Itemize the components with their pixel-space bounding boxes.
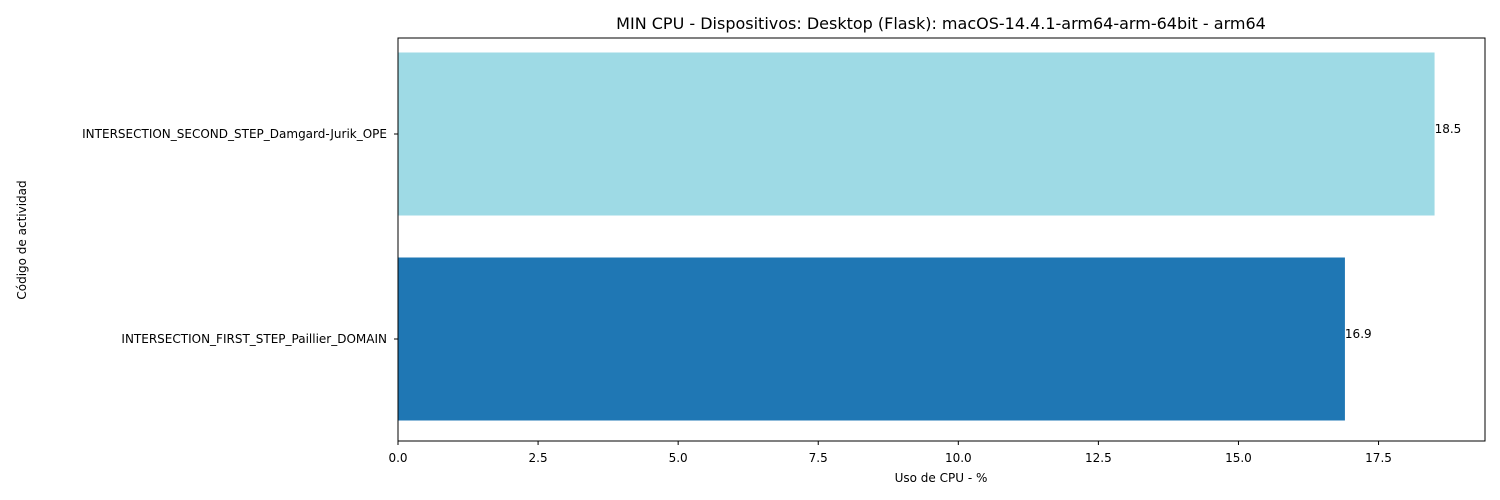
x-tick-label: 17.5 — [1365, 451, 1392, 465]
y-ticks: INTERSECTION_FIRST_STEP_Paillier_DOMAIN I… — [82, 127, 398, 346]
x-tick-label: 2.5 — [529, 451, 548, 465]
x-tick-label: 10.0 — [945, 451, 972, 465]
x-ticks: 0.0 2.5 5.0 7.5 10.0 12.5 15.0 17.5 — [388, 441, 1392, 465]
y-tick-label: INTERSECTION_SECOND_STEP_Damgard-Jurik_O… — [82, 127, 387, 141]
y-axis-label: Código de actividad — [15, 180, 29, 299]
bar — [398, 257, 1345, 421]
data-labels: 16.9 18.5 — [1345, 122, 1461, 341]
x-tick-label: 0.0 — [388, 451, 407, 465]
bar — [398, 52, 1435, 216]
chart-title: MIN CPU - Dispositivos: Desktop (Flask):… — [616, 14, 1266, 33]
plot-frame — [397, 37, 1486, 442]
x-tick-label: 5.0 — [669, 451, 688, 465]
data-label: 16.9 — [1345, 327, 1372, 341]
y-tick-label: INTERSECTION_FIRST_STEP_Paillier_DOMAIN — [121, 332, 387, 346]
x-axis-label: Uso de CPU - % — [895, 471, 988, 485]
data-label: 18.5 — [1435, 122, 1462, 136]
bars-layer — [398, 52, 1435, 421]
x-tick-label: 15.0 — [1225, 451, 1252, 465]
x-tick-label: 7.5 — [809, 451, 828, 465]
x-tick-label: 12.5 — [1085, 451, 1112, 465]
